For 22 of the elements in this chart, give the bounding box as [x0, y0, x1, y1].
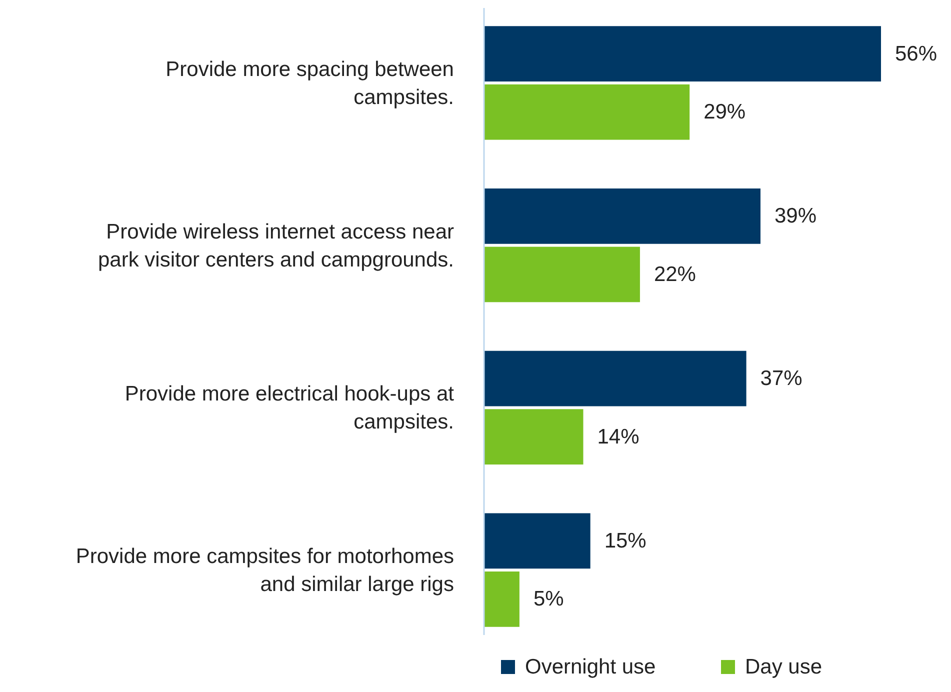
- y-tick-label: Provide more electrical hook-ups at campsites.: [124, 382, 454, 434]
- bar: [484, 409, 584, 465]
- data-label: 22%: [654, 262, 696, 286]
- bar: [484, 246, 640, 302]
- legend-label: Day use: [745, 656, 822, 678]
- bar: [484, 188, 760, 244]
- data-label: 37%: [760, 367, 802, 390]
- y-tick-label: Provide more campsites for motorhomes and similar large rigs: [76, 544, 454, 596]
- bar: [484, 26, 881, 82]
- bar: [484, 572, 520, 627]
- bar: [484, 84, 690, 140]
- data-label: 15%: [604, 529, 646, 552]
- data-label: 29%: [704, 100, 746, 124]
- y-tick-label: Provide more spacing between campsites.: [166, 57, 454, 108]
- data-label: 14%: [597, 425, 640, 448]
- data-label: 39%: [774, 204, 817, 228]
- data-label: 5%: [533, 588, 564, 611]
- bar: [484, 513, 590, 569]
- legend-label: Overnight use: [525, 656, 656, 678]
- data-label: 56%: [895, 42, 938, 66]
- y-tick-label: Provide wireless internet access near park visitor centers and campgrounds.: [98, 220, 454, 271]
- bar: [484, 350, 746, 406]
